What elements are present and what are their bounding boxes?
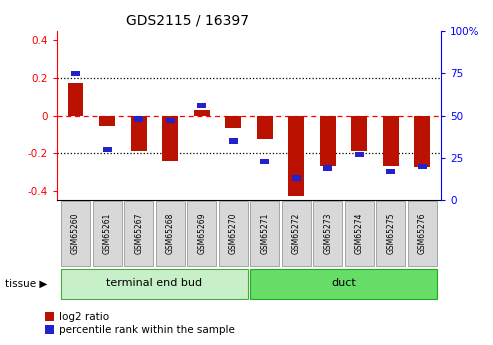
FancyBboxPatch shape <box>250 269 437 298</box>
FancyBboxPatch shape <box>61 201 90 266</box>
Text: GSM65275: GSM65275 <box>387 213 395 255</box>
FancyBboxPatch shape <box>376 201 405 266</box>
Text: GSM65268: GSM65268 <box>166 213 175 254</box>
Text: GSM65276: GSM65276 <box>418 213 427 255</box>
Bar <box>229 138 238 144</box>
Legend: log2 ratio, percentile rank within the sample: log2 ratio, percentile rank within the s… <box>45 312 235 335</box>
Bar <box>415 116 430 167</box>
Text: GSM65260: GSM65260 <box>71 213 80 255</box>
Bar <box>134 116 143 121</box>
Bar <box>352 116 367 151</box>
Text: GSM65274: GSM65274 <box>355 213 364 255</box>
Text: GDS2115 / 16397: GDS2115 / 16397 <box>126 14 249 28</box>
FancyBboxPatch shape <box>187 201 216 266</box>
FancyBboxPatch shape <box>282 201 311 266</box>
FancyBboxPatch shape <box>250 201 279 266</box>
Bar <box>194 110 210 116</box>
FancyBboxPatch shape <box>219 201 247 266</box>
Text: GSM65270: GSM65270 <box>229 213 238 255</box>
Bar <box>260 159 269 164</box>
Text: GSM65271: GSM65271 <box>260 213 269 254</box>
FancyBboxPatch shape <box>408 201 437 266</box>
Bar <box>162 116 178 161</box>
Bar <box>320 116 336 166</box>
Bar <box>355 152 364 157</box>
FancyBboxPatch shape <box>345 201 374 266</box>
Text: duct: duct <box>331 278 356 288</box>
Text: terminal end bud: terminal end bud <box>106 278 203 288</box>
Bar <box>288 116 304 196</box>
Bar <box>292 176 301 181</box>
Bar <box>418 164 427 169</box>
FancyBboxPatch shape <box>124 201 153 266</box>
Bar <box>383 116 399 166</box>
Bar <box>166 118 175 123</box>
Text: GSM65261: GSM65261 <box>103 213 111 254</box>
FancyBboxPatch shape <box>156 201 185 266</box>
FancyBboxPatch shape <box>93 201 122 266</box>
Bar <box>103 147 111 152</box>
Bar <box>99 116 115 126</box>
Bar <box>68 83 83 116</box>
Text: GSM65267: GSM65267 <box>134 213 143 255</box>
Bar <box>71 71 80 76</box>
Bar <box>323 165 332 171</box>
Bar <box>225 116 241 128</box>
Text: GSM65269: GSM65269 <box>197 213 206 255</box>
Bar <box>257 116 273 139</box>
Bar <box>131 116 146 151</box>
FancyBboxPatch shape <box>313 201 342 266</box>
FancyBboxPatch shape <box>61 269 247 298</box>
Bar <box>197 103 206 108</box>
Text: GSM65273: GSM65273 <box>323 213 332 255</box>
Text: tissue ▶: tissue ▶ <box>5 279 47 289</box>
Text: GSM65272: GSM65272 <box>292 213 301 254</box>
Bar <box>387 169 395 174</box>
